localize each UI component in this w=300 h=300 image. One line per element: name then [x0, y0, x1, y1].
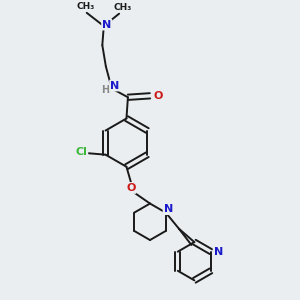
Text: O: O — [154, 91, 163, 101]
Text: O: O — [126, 183, 136, 193]
Text: H: H — [101, 85, 109, 95]
Text: N: N — [110, 80, 119, 91]
Text: CH₃: CH₃ — [76, 2, 94, 11]
Text: Cl: Cl — [76, 147, 87, 157]
Text: N: N — [102, 20, 111, 30]
Text: N: N — [164, 204, 173, 214]
Text: CH₃: CH₃ — [113, 3, 132, 12]
Text: N: N — [214, 247, 223, 257]
